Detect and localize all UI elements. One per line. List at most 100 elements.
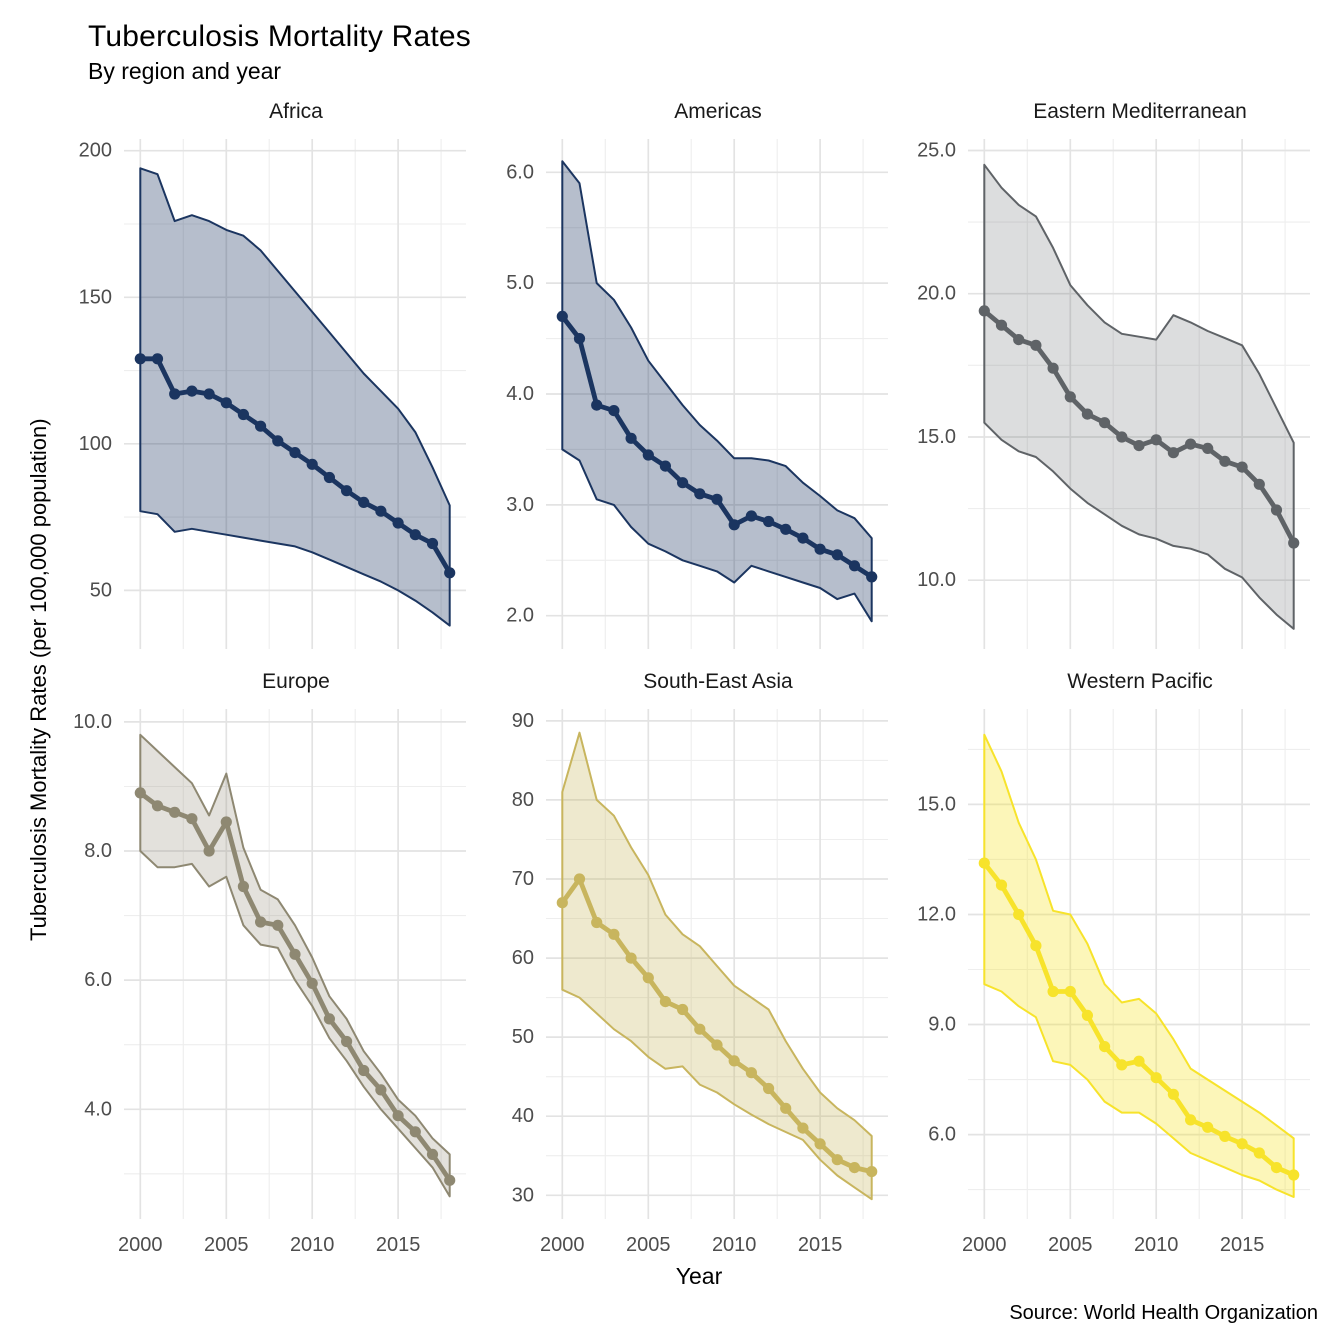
facet-panel: 30 40 50 60 70 80 90 2000 2005 2010 2015 xyxy=(512,709,888,1256)
data-point xyxy=(608,405,620,417)
y-tick-label: 6.0 xyxy=(928,1124,956,1146)
x-tick-label: 2010 xyxy=(712,1234,757,1256)
facet-africa: Africa 50 100 150 200 xyxy=(62,99,472,653)
data-point xyxy=(780,523,792,535)
data-point xyxy=(745,1067,757,1079)
data-point xyxy=(323,471,335,484)
facet-americas: Americas 2.0 3.0 4.0 5.0 6.0 xyxy=(484,99,894,653)
x-tick-label: 2000 xyxy=(540,1234,585,1256)
data-point xyxy=(1133,1055,1145,1067)
data-point xyxy=(978,305,990,317)
data-point xyxy=(426,537,439,550)
data-point xyxy=(831,1154,843,1166)
data-point xyxy=(814,1138,826,1150)
data-point xyxy=(608,928,620,940)
data-point xyxy=(1133,440,1145,452)
data-point xyxy=(169,388,181,400)
data-point xyxy=(255,420,267,432)
data-point xyxy=(1099,1041,1111,1053)
data-point xyxy=(1116,431,1128,443)
data-point xyxy=(1219,455,1231,467)
data-point xyxy=(134,787,146,799)
facet-western-pacific: Western Pacific 6.0 9.0 12.0 15.0 2000 2005 201… xyxy=(906,669,1316,1261)
data-point xyxy=(1185,1114,1197,1126)
data-point xyxy=(1150,1072,1162,1084)
data-point xyxy=(995,879,1008,891)
data-point xyxy=(1236,461,1248,473)
data-point xyxy=(134,353,146,365)
x-tick-label: 2015 xyxy=(376,1234,421,1256)
data-point xyxy=(866,571,878,583)
data-point xyxy=(289,447,301,459)
y-tick-label: 80 xyxy=(512,789,534,811)
x-tick-label: 2005 xyxy=(1048,1234,1093,1256)
data-point xyxy=(848,560,861,572)
data-point xyxy=(694,1023,706,1035)
data-point xyxy=(694,488,706,500)
data-point xyxy=(1167,1088,1179,1100)
data-point xyxy=(1270,504,1283,516)
y-tick-label: 50 xyxy=(512,1026,534,1048)
data-point xyxy=(186,385,198,397)
data-point xyxy=(728,1055,740,1067)
y-tick-label: 15.0 xyxy=(917,426,956,448)
x-tick-label: 2010 xyxy=(1134,1234,1179,1256)
data-point xyxy=(642,449,654,461)
data-point xyxy=(255,916,267,928)
y-tick-label: 4.0 xyxy=(84,1098,112,1120)
data-point xyxy=(1116,1059,1128,1071)
data-point xyxy=(1064,985,1076,998)
data-point xyxy=(1013,334,1025,346)
y-tick-label: 3.0 xyxy=(506,494,534,516)
y-tick-label: 50 xyxy=(90,579,112,601)
data-point xyxy=(237,408,249,421)
data-point xyxy=(814,543,826,555)
data-point xyxy=(358,496,370,508)
data-point xyxy=(1150,434,1162,446)
data-point xyxy=(677,1003,689,1016)
data-point xyxy=(203,388,215,400)
data-point xyxy=(1270,1162,1283,1174)
y-tick-label: 5.0 xyxy=(506,272,534,294)
data-point xyxy=(1099,417,1111,429)
facet-strip-label: South-East Asia xyxy=(643,670,793,693)
data-point xyxy=(1202,442,1214,454)
data-point xyxy=(237,880,249,893)
data-point xyxy=(1167,447,1179,459)
y-tick-label: 6.0 xyxy=(506,161,534,183)
y-tick-label: 10.0 xyxy=(917,569,956,591)
data-point xyxy=(591,916,603,929)
y-tick-label: 9.0 xyxy=(928,1014,956,1036)
data-point xyxy=(995,319,1008,331)
data-point xyxy=(1253,478,1265,490)
data-point xyxy=(556,897,568,909)
data-point xyxy=(556,310,568,322)
data-point xyxy=(763,515,775,528)
y-tick-label: 2.0 xyxy=(506,605,534,627)
data-point xyxy=(1047,362,1059,374)
data-point xyxy=(1030,339,1042,351)
y-tick-label: 60 xyxy=(512,947,534,969)
confidence-ribbon xyxy=(561,731,873,1201)
data-point xyxy=(745,510,757,522)
y-tick-label: 10.0 xyxy=(73,711,112,733)
data-point xyxy=(1047,985,1059,998)
data-point xyxy=(392,517,404,529)
data-point xyxy=(1013,908,1025,921)
data-point xyxy=(591,399,603,411)
facet-strip-label: Western Pacific xyxy=(1067,670,1213,693)
data-point xyxy=(677,477,689,489)
y-tick-label: 20.0 xyxy=(917,283,956,305)
data-point xyxy=(151,353,164,365)
data-point xyxy=(169,806,181,818)
confidence-ribbon xyxy=(139,167,451,627)
data-point xyxy=(306,458,318,470)
x-tick-label: 2010 xyxy=(290,1234,335,1256)
data-point xyxy=(797,1122,809,1134)
data-point xyxy=(220,397,232,409)
y-tick-label: 8.0 xyxy=(84,840,112,862)
data-point xyxy=(1030,940,1042,952)
data-point xyxy=(573,333,586,345)
data-point xyxy=(323,1013,335,1025)
data-point xyxy=(220,816,232,828)
